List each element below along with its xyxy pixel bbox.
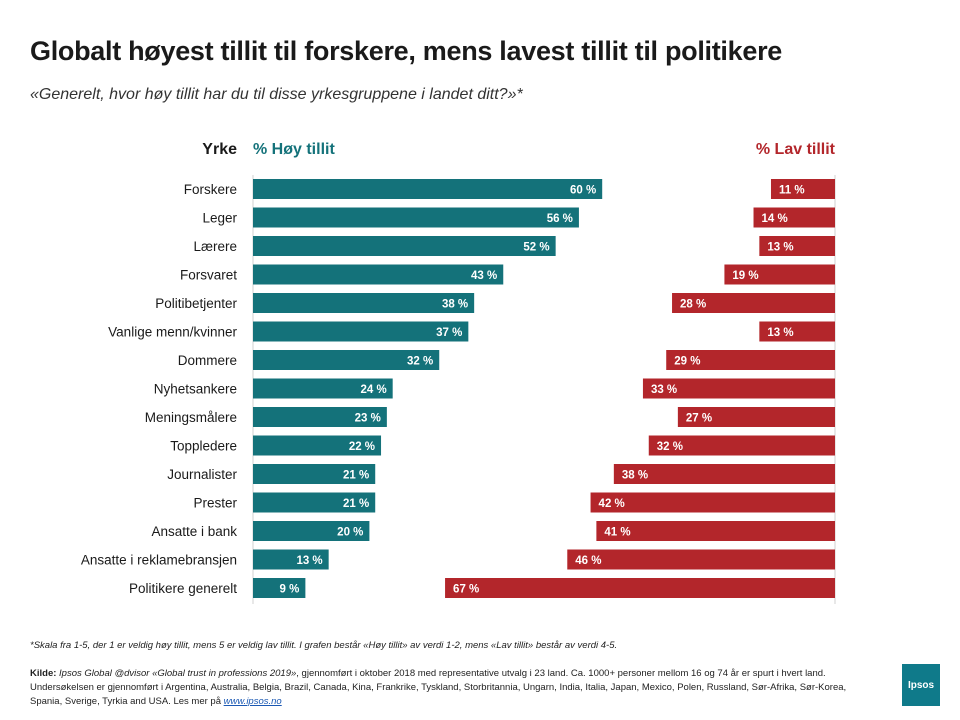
high-trust-bar	[253, 521, 370, 541]
category-label: Ansatte i reklamebransjen	[81, 553, 237, 568]
high-trust-value-label: 9 %	[280, 584, 300, 596]
high-trust-value-label: 21 %	[343, 498, 369, 510]
high-trust-value-label: 32 %	[407, 356, 433, 368]
low-trust-value-label: 13 %	[767, 327, 793, 339]
low-trust-value-label: 41 %	[604, 527, 630, 539]
category-label: Vanlige menn/kvinner	[108, 325, 237, 340]
high-trust-bar	[253, 464, 376, 484]
category-label: Nyhetsankere	[154, 382, 237, 397]
source-text: , gjennomført i oktober 2018 med represe…	[30, 668, 847, 707]
low-trust-bar	[648, 435, 835, 456]
low-trust-bar	[613, 464, 835, 484]
low-trust-value-label: 14 %	[762, 213, 788, 225]
high-trust-value-label: 24 %	[360, 384, 386, 396]
category-label: Forskere	[184, 182, 237, 197]
high-trust-value-label: 23 %	[355, 413, 381, 425]
low-trust-bar	[753, 207, 835, 228]
low-trust-bar	[724, 264, 835, 285]
page-subtitle: «Generelt, hvor høy tillit har du til di…	[30, 86, 523, 103]
high-trust-bar	[253, 578, 306, 598]
low-trust-value-label: 42 %	[599, 498, 625, 510]
low-trust-value-label: 27 %	[686, 413, 712, 425]
high-trust-bar	[253, 350, 440, 370]
high-trust-bar	[253, 293, 475, 313]
low-trust-bar	[759, 236, 835, 256]
low-trust-bar	[677, 407, 835, 427]
high-trust-value-label: 20 %	[337, 527, 363, 539]
high-trust-value-label: 38 %	[442, 299, 468, 311]
ipsos-logo: Ipsos	[902, 664, 940, 706]
high-trust-value-label: 22 %	[349, 441, 375, 453]
category-label: Politibetjenter	[155, 296, 237, 311]
low-trust-value-label: 46 %	[575, 555, 601, 567]
high-trust-bar	[253, 264, 504, 285]
low-trust-value-label: 33 %	[651, 384, 677, 396]
category-label: Journalister	[167, 467, 237, 482]
low-trust-bar	[642, 378, 835, 399]
source-label: Kilde:	[30, 668, 57, 679]
category-label: Forsvaret	[180, 268, 237, 283]
high-trust-bar	[253, 179, 603, 199]
low-trust-value-label: 29 %	[674, 356, 700, 368]
low-trust-bar	[590, 492, 835, 513]
low-trust-bar	[672, 293, 835, 313]
low-trust-bar	[770, 179, 835, 199]
page-title: Globalt høyest tillit til forskere, mens…	[30, 36, 782, 66]
high-trust-bar	[253, 236, 556, 256]
low-trust-bar	[666, 350, 835, 370]
category-label: Toppledere	[170, 439, 237, 454]
high-trust-header: % Høy tillit	[253, 141, 335, 158]
high-trust-value-label: 60 %	[570, 185, 596, 197]
category-label: Politikere generelt	[129, 581, 237, 596]
high-trust-value-label: 21 %	[343, 470, 369, 482]
category-label: Prester	[193, 496, 237, 511]
low-trust-value-label: 28 %	[680, 299, 706, 311]
low-trust-header: % Lav tillit	[755, 141, 835, 158]
source-survey: Ipsos Global @dvisor «Global trust in pr…	[59, 668, 297, 679]
category-header: Yrke	[202, 141, 237, 158]
high-trust-bar	[253, 378, 393, 399]
source-link[interactable]: www.ipsos.no	[223, 696, 282, 707]
source-note: Kilde: Ipsos Global @dvisor «Global trus…	[30, 667, 880, 709]
low-trust-bar	[596, 521, 835, 541]
high-trust-bar	[253, 435, 382, 456]
low-trust-value-label: 67 %	[453, 584, 479, 596]
category-label: Ansatte i bank	[151, 524, 237, 539]
category-label: Meningsmålere	[145, 410, 237, 425]
low-trust-value-label: 32 %	[657, 441, 683, 453]
category-label: Leger	[202, 211, 237, 226]
low-trust-bar	[445, 578, 835, 598]
high-trust-value-label: 52 %	[523, 242, 549, 254]
low-trust-bar	[567, 549, 835, 570]
high-trust-bar	[253, 207, 579, 228]
trust-bar-chart: Forskere 60 % 11 % Leger 56 % 14 % Lærere 52 % 1…	[81, 175, 836, 604]
category-label: Dommere	[178, 353, 237, 368]
high-trust-value-label: 43 %	[471, 270, 497, 282]
category-label: Lærere	[193, 239, 237, 254]
low-trust-value-label: 11 %	[779, 185, 805, 197]
footnote: *Skala fra 1-5, der 1 er veldig høy till…	[30, 640, 618, 651]
high-trust-value-label: 37 %	[436, 327, 462, 339]
low-trust-value-label: 19 %	[732, 270, 758, 282]
high-trust-value-label: 56 %	[547, 213, 573, 225]
low-trust-value-label: 38 %	[622, 470, 648, 482]
high-trust-bar	[253, 549, 329, 570]
high-trust-value-label: 13 %	[296, 555, 322, 567]
low-trust-bar	[759, 321, 835, 342]
high-trust-bar	[253, 321, 469, 342]
high-trust-bar	[253, 407, 387, 427]
high-trust-bar	[253, 492, 376, 513]
low-trust-value-label: 13 %	[767, 242, 793, 254]
